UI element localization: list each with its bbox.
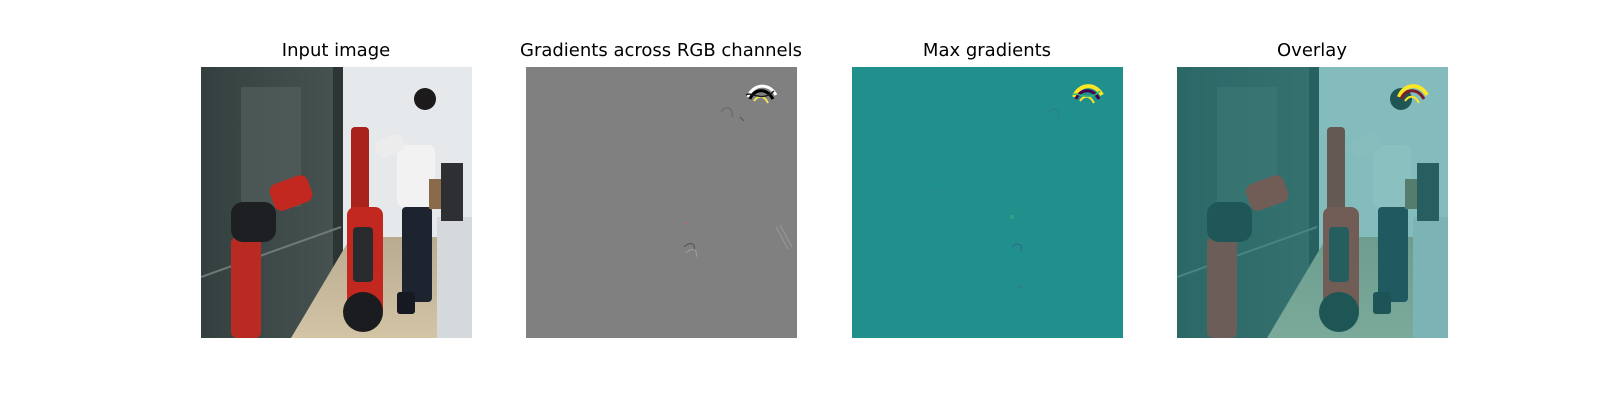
saliency-overlay-icon (1177, 67, 1448, 338)
panel-title-input-image: Input image (281, 40, 391, 61)
overlay-image (1177, 67, 1448, 338)
panel-title-overlay: Overlay (1277, 40, 1347, 61)
panel-title-max-gradients: Max gradients (922, 40, 1052, 61)
input-image (201, 67, 472, 338)
gradient-map-icon (526, 67, 797, 338)
max-gradients-map (852, 67, 1123, 338)
rgb-gradients-map (526, 67, 797, 338)
panel-title-rgb-gradients: Gradients across RGB channels (520, 40, 802, 61)
scene-photo-icon (201, 67, 472, 338)
saliency-map-icon (852, 67, 1123, 338)
